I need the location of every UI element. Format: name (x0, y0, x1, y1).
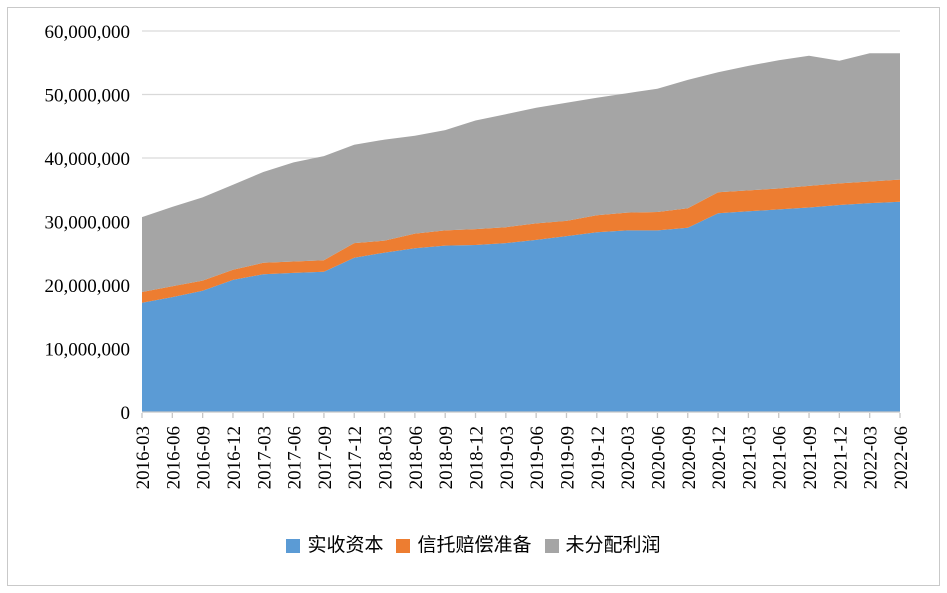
y-axis-tick-label: 0 (121, 403, 131, 424)
legend-label: 未分配利润 (565, 535, 661, 556)
area-series-0 (142, 201, 900, 412)
legend-label: 实收资本 (307, 535, 384, 556)
x-axis-tick-label: 2018-03 (376, 426, 397, 489)
x-axis-tick-label: 2018-09 (436, 426, 457, 489)
legend-item-1: 信托赔偿准备 (396, 535, 532, 556)
x-axis-tick-label: 2016-09 (194, 426, 215, 489)
chart-border (7, 7, 940, 586)
y-axis-tick-label: 30,000,000 (45, 213, 131, 234)
legend-swatch-icon (544, 538, 559, 553)
x-axis-tick-label: 2021-06 (770, 426, 791, 489)
x-axis-tick-label: 2019-12 (588, 426, 609, 489)
x-axis-tick-label: 2018-12 (467, 426, 488, 489)
x-axis-tick-label: 2020-12 (709, 426, 730, 489)
x-axis-tick-label: 2020-03 (618, 426, 639, 489)
x-axis-tick-label: 2016-06 (163, 426, 184, 489)
legend-label: 信托赔偿准备 (417, 535, 532, 556)
y-axis-tick-label: 60,000,000 (45, 22, 131, 43)
y-axis-tick-label: 40,000,000 (45, 149, 131, 170)
y-axis-tick-label: 10,000,000 (45, 340, 131, 361)
x-axis-tick-label: 2017-03 (254, 426, 275, 489)
legend-swatch-icon (286, 538, 301, 553)
legend-item-0: 实收资本 (286, 536, 383, 555)
legend-swatch-icon (396, 538, 411, 553)
x-axis-tick-label: 2016-03 (133, 426, 154, 489)
x-axis-tick-label: 2019-09 (557, 426, 578, 489)
x-axis-tick-label: 2017-12 (345, 426, 366, 489)
x-axis-tick-label: 2018-06 (406, 426, 427, 489)
x-axis-tick-label: 2019-06 (527, 426, 548, 489)
x-axis-tick-label: 2017-09 (315, 426, 336, 489)
x-axis-tick-label: 2019-03 (497, 426, 518, 489)
x-axis-tick-label: 2017-06 (285, 426, 306, 489)
x-axis-tick-label: 2020-09 (679, 426, 700, 489)
legend-item-2: 未分配利润 (544, 535, 661, 556)
x-axis-tick-label: 2022-06 (891, 426, 912, 489)
x-axis-tick-label: 2021-03 (739, 426, 760, 489)
area-series-2 (142, 53, 900, 293)
y-axis-tick-label: 50,000,000 (45, 86, 131, 107)
chart-legend: 实收资本 信托赔偿准备 未分配利润 (0, 536, 947, 555)
y-axis-tick-label: 20,000,000 (45, 276, 131, 297)
x-axis-tick-label: 2020-06 (648, 426, 669, 489)
x-axis-tick-label: 2016-12 (224, 426, 245, 489)
x-axis-tick-label: 2021-09 (800, 426, 821, 489)
x-axis-tick-label: 2021-12 (830, 426, 851, 489)
x-axis-tick-label: 2022-03 (861, 426, 882, 489)
area-series-1 (142, 179, 900, 303)
